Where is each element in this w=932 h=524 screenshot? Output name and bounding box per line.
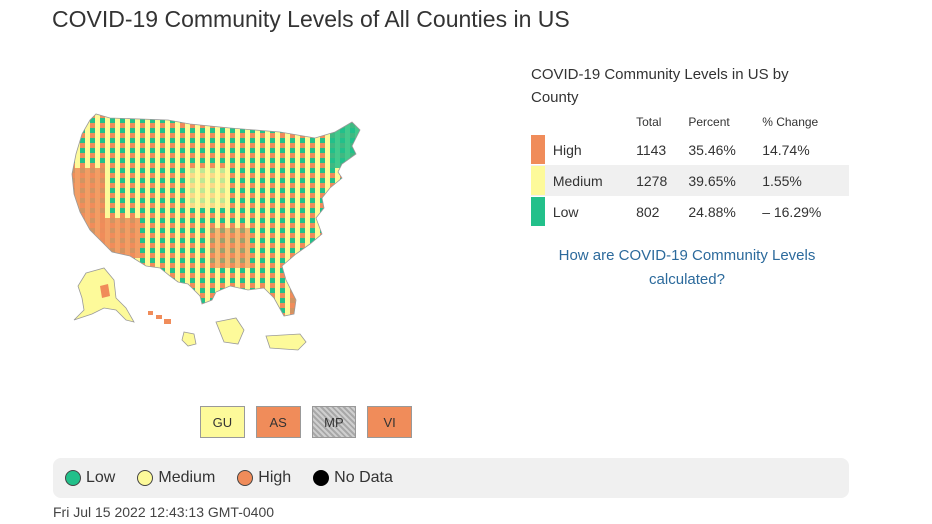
summary-table: Total Percent % Change High 1143 35.46% …: [531, 110, 849, 227]
low-swatch: [531, 197, 545, 226]
territory-boxes: GU AS MP VI: [200, 406, 412, 438]
medium-swatch: [531, 166, 545, 195]
legend-label: Medium: [158, 469, 216, 486]
level-label: Medium: [546, 165, 637, 196]
high-dot-icon: [237, 470, 254, 486]
percent-value: 39.65%: [688, 165, 763, 196]
conus-counties[interactable]: [60, 108, 380, 358]
map-legend: Low Medium High No Data: [53, 458, 849, 498]
territory-mp[interactable]: MP: [311, 406, 357, 438]
change-header: % Change: [762, 115, 819, 129]
total-value: 802: [636, 203, 660, 220]
calculation-info-link[interactable]: How are COVID-19 Community Levels calcul…: [558, 247, 816, 288]
territory-vi[interactable]: VI: [367, 406, 412, 438]
percent-value: 35.46%: [688, 141, 736, 158]
low-dot-icon: [65, 470, 81, 486]
change-value: 14.74%: [762, 141, 810, 158]
no-data-dot-icon: [313, 470, 330, 486]
change-value: 1.55%: [762, 165, 849, 196]
page-title: COVID-19 Community Levels of All Countie…: [52, 6, 570, 32]
percent-value: 24.88%: [688, 203, 736, 220]
legend-label: Low: [86, 469, 116, 486]
level-label: Low: [552, 203, 579, 220]
legend-no-data[interactable]: No Data: [313, 469, 393, 487]
us-county-map[interactable]: [60, 108, 380, 358]
table-row-low: Low 802 24.88% – 16.29%: [531, 196, 849, 227]
territory-gu[interactable]: GU: [200, 406, 245, 438]
legend-label: No Data: [334, 469, 393, 486]
mexico-outline: [215, 317, 245, 345]
territory-as[interactable]: AS: [255, 406, 301, 438]
table-header-row: Total Percent % Change: [531, 110, 849, 134]
summary-title: COVID-19 Community Levels in US by Count…: [531, 66, 789, 106]
percent-header: Percent: [688, 115, 730, 129]
legend-high[interactable]: High: [237, 469, 291, 487]
total-header: Total: [636, 115, 662, 129]
table-row-high: High 1143 35.46% 14.74%: [531, 134, 849, 165]
legend-low[interactable]: Low: [65, 469, 115, 487]
medium-dot-icon: [137, 470, 154, 486]
total-value: 1143: [636, 141, 667, 158]
total-value: 1278: [636, 165, 689, 196]
table-row-medium: Medium 1278 39.65% 1.55%: [531, 165, 849, 196]
change-value: – 16.29%: [762, 203, 822, 220]
puerto-rico[interactable]: [265, 333, 307, 351]
last-updated-timestamp: Fri Jul 15 2022 12:43:13 GMT-0400: [53, 504, 275, 520]
legend-medium[interactable]: Medium: [137, 469, 215, 487]
hawaii[interactable]: [148, 311, 197, 347]
high-swatch: [531, 135, 545, 164]
level-label: High: [552, 141, 582, 158]
alaska[interactable]: [73, 267, 135, 323]
legend-label: High: [258, 469, 292, 486]
